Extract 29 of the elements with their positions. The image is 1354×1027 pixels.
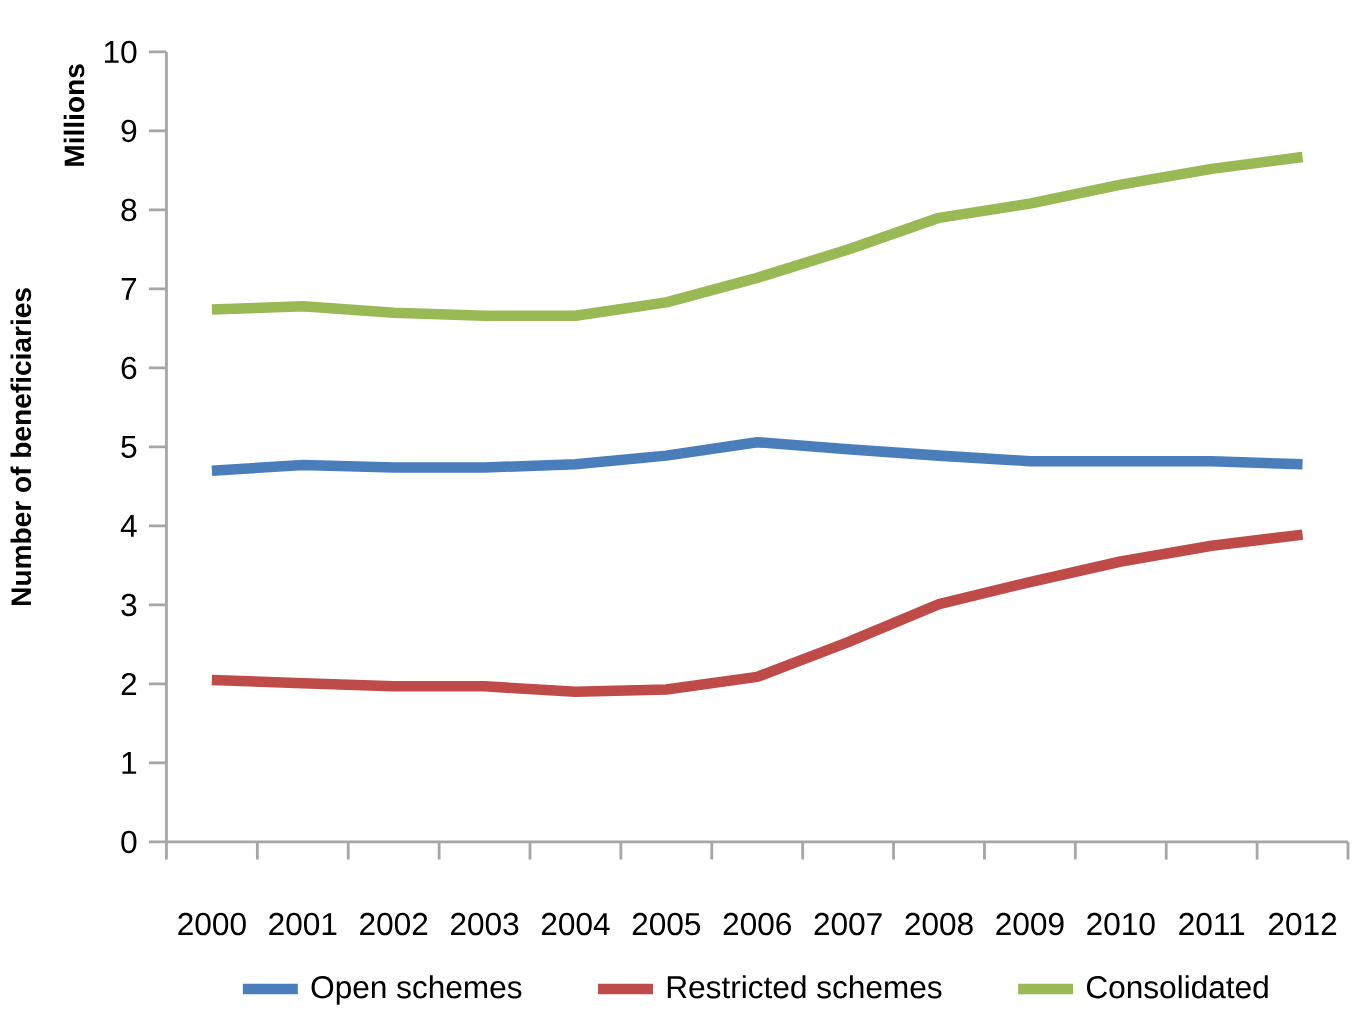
x-tick-label: 2001 (269, 912, 337, 936)
x-tick-label: 2005 (632, 912, 701, 936)
y-tick-label: 9 (121, 119, 137, 143)
y-tick-label: 3 (121, 593, 137, 617)
y-tick-label: 1 (122, 752, 137, 774)
legend-label: Restricted schemes (667, 975, 942, 999)
x-tick-label: 2010 (1087, 912, 1155, 936)
y-tick-label: 0 (121, 830, 137, 854)
y-tick-label: 6 (121, 356, 137, 380)
legend-label: Open schemes (311, 975, 522, 1005)
y-tick-label: 5 (121, 436, 137, 459)
x-tick-label: 2009 (996, 912, 1064, 936)
legend-label: Consolidated (1086, 975, 1268, 999)
x-tick-label: 2000 (178, 912, 246, 936)
y-axis-title: Number of beneficiaries (10, 288, 32, 606)
x-tick-label: 2006 (723, 912, 791, 936)
y-tick-label: 7 (121, 278, 137, 300)
x-tick-label: 2008 (905, 912, 973, 936)
x-tick-label: 2004 (541, 912, 610, 936)
text: Millions (63, 64, 85, 166)
x-tick-label: 2002 (360, 912, 428, 936)
x-tick-label: 2011 (1179, 912, 1245, 936)
y-tick-label: 10 (104, 40, 137, 64)
x-tick-label: 2003 (451, 912, 519, 936)
y-tick-label: 8 (121, 198, 137, 222)
y-tick-label: 2 (121, 673, 137, 696)
y-tick-label: 4 (120, 515, 137, 537)
x-tick-label: 2012 (1269, 912, 1337, 936)
x-tick-label: 2007 (814, 912, 882, 936)
